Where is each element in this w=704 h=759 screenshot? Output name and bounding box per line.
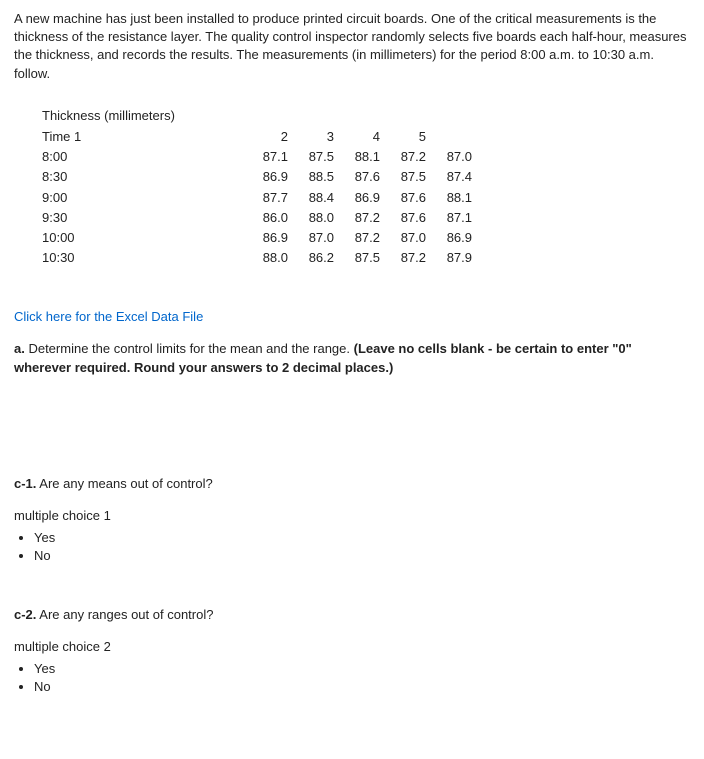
data-cell: 86.9 [432,228,478,248]
intro-paragraph: A new machine has just been installed to… [14,10,690,83]
part-a-label: a. [14,341,25,356]
mc2-option-yes[interactable]: Yes [34,660,690,678]
data-cell: 87.2 [386,147,432,167]
data-cell: 87.5 [294,147,340,167]
data-cell: 86.9 [248,167,294,187]
col-header: 2 [248,127,294,147]
col-header: 3 [294,127,340,147]
part-c1-question: Are any means out of control? [36,476,212,491]
mc1-option-no[interactable]: No [34,547,690,565]
mc1-options: Yes No [34,529,690,565]
data-cell: 87.9 [432,248,478,268]
data-cell: 88.5 [294,167,340,187]
data-cell: 88.4 [294,188,340,208]
data-cell: 87.6 [386,208,432,228]
mc1-label: multiple choice 1 [14,507,690,525]
table-row: 10:30 88.0 86.2 87.5 87.2 87.9 [42,248,478,268]
mc2-option-no[interactable]: No [34,678,690,696]
part-a: a. Determine the control limits for the … [14,340,690,376]
table-row: 9:30 86.0 88.0 87.2 87.6 87.1 [42,208,478,228]
data-cell: 87.1 [248,147,294,167]
mc2-options: Yes No [34,660,690,696]
data-cell: 87.5 [386,167,432,187]
data-cell: 86.9 [248,228,294,248]
data-cell: 88.0 [248,248,294,268]
data-cell: 87.2 [340,228,386,248]
table-row: 9:00 87.7 88.4 86.9 87.6 88.1 [42,188,478,208]
data-cell: 87.2 [340,208,386,228]
part-c2-label: c-2. [14,607,36,622]
table-row: 8:30 86.9 88.5 87.6 87.5 87.4 [42,167,478,187]
mc2-label: multiple choice 2 [14,638,690,656]
data-cell: 86.2 [294,248,340,268]
time-cell: 9:30 [42,208,248,228]
data-cell: 86.0 [248,208,294,228]
part-c2-question: Are any ranges out of control? [36,607,213,622]
part-c2: c-2. Are any ranges out of control? [14,606,690,624]
data-cell: 86.9 [340,188,386,208]
table-caption: Thickness (millimeters) [42,107,690,125]
data-cell: 87.4 [432,167,478,187]
time-cell: 9:00 [42,188,248,208]
data-cell: 87.0 [386,228,432,248]
table-row: 8:00 87.1 87.5 88.1 87.2 87.0 [42,147,478,167]
table-header-row: Time 1 2 3 4 5 [42,127,478,147]
data-cell: 87.5 [340,248,386,268]
time-cell: 10:30 [42,248,248,268]
data-cell: 87.6 [340,167,386,187]
part-a-text: Determine the control limits for the mea… [25,341,354,356]
data-cell: 87.0 [294,228,340,248]
data-cell: 87.1 [432,208,478,228]
data-cell: 88.1 [432,188,478,208]
data-cell: 87.0 [432,147,478,167]
col-header: 5 [386,127,432,147]
data-cell: 88.1 [340,147,386,167]
time-cell: 10:00 [42,228,248,248]
data-cell: 88.0 [294,208,340,228]
table-row: 10:00 86.9 87.0 87.2 87.0 86.9 [42,228,478,248]
excel-file-link[interactable]: Click here for the Excel Data File [14,309,203,324]
time-cell: 8:30 [42,167,248,187]
data-cell: 87.7 [248,188,294,208]
time-cell: 8:00 [42,147,248,167]
thickness-table: Thickness (millimeters) Time 1 2 3 4 5 8… [42,107,690,269]
part-c1-label: c-1. [14,476,36,491]
col-header: 1 [74,129,81,144]
time-header: Time [42,129,70,144]
part-c1: c-1. Are any means out of control? [14,475,690,493]
data-cell: 87.6 [386,188,432,208]
data-cell: 87.2 [386,248,432,268]
mc1-option-yes[interactable]: Yes [34,529,690,547]
col-header: 4 [340,127,386,147]
